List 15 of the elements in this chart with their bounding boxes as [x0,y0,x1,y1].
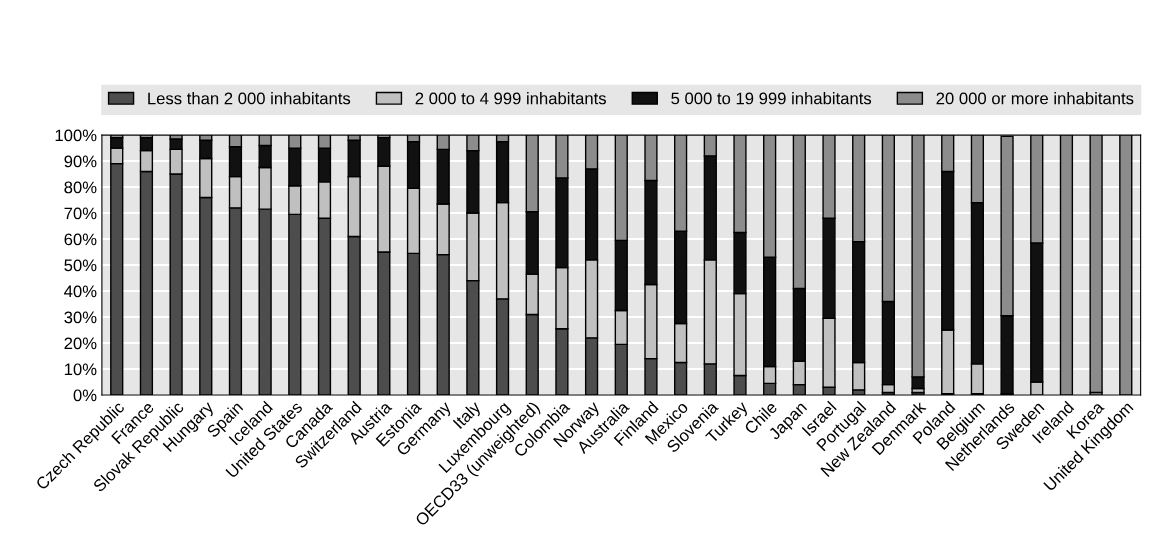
legend-label: 5 000 to 19 999 inhabitants [671,92,872,105]
y-tick-label: 60% [64,233,97,246]
y-tick-label: 80% [64,181,97,194]
y-tick-label: 0% [73,389,97,402]
y-tick-label: 30% [64,311,97,324]
y-tick-label: 10% [64,363,97,376]
legend-label: 2 000 to 4 999 inhabitants [415,92,606,105]
legend-label: 20 000 or more inhabitants [936,92,1134,105]
y-tick-label: 40% [64,285,97,298]
y-tick-label: 70% [64,207,97,220]
y-tick-label: 90% [64,155,97,168]
y-tick-label: 50% [64,259,97,272]
legend-label: Less than 2 000 inhabitants [148,92,351,105]
y-tick-label: 100% [55,129,97,142]
y-tick-label: 20% [64,337,97,350]
